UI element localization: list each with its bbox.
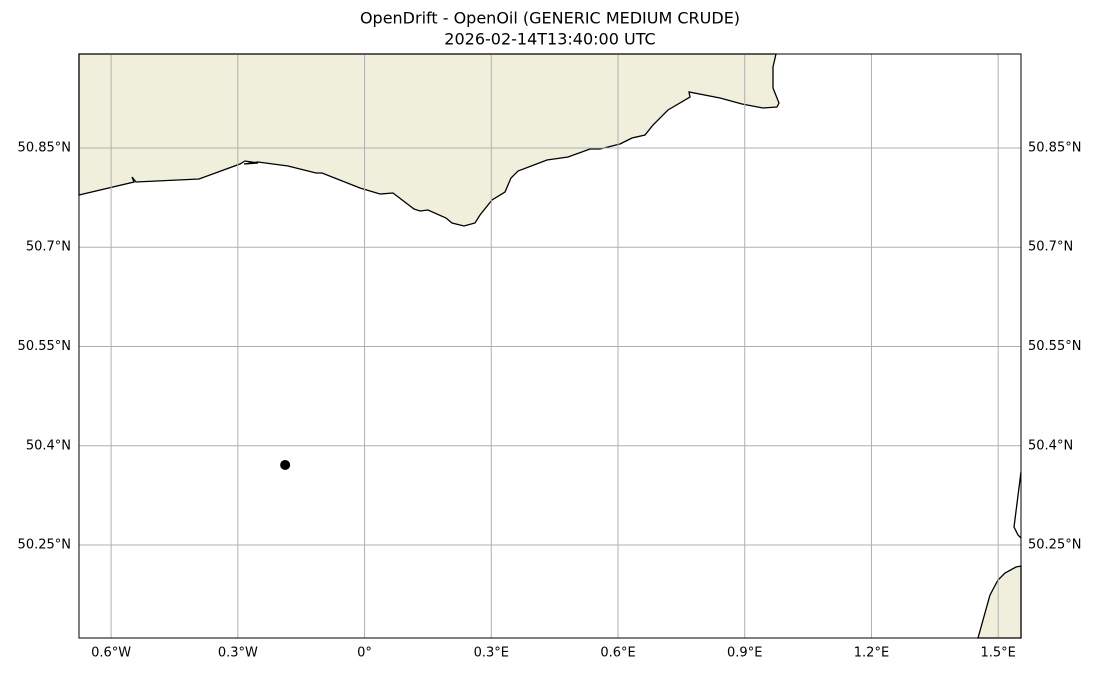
y-tick-label: 50.85°N — [18, 140, 71, 155]
x-tick-label: 0.3°W — [218, 646, 258, 661]
particle — [280, 459, 291, 470]
y-tick-label: 50.25°N — [18, 538, 71, 553]
y-tick-label-right: 50.85°N — [1028, 140, 1081, 155]
map-subtitle: 2026-02-14T13:40:00 UTC — [444, 30, 655, 49]
y-tick-label: 50.55°N — [18, 339, 71, 354]
x-tick-label: 0° — [357, 646, 372, 661]
coast-southeast — [977, 565, 1022, 639]
map-title: OpenDrift - OpenOil (GENERIC MEDIUM CRUD… — [360, 9, 740, 28]
y-tick-label-right: 50.4°N — [1028, 438, 1073, 453]
y-tick-label-right: 50.55°N — [1028, 339, 1081, 354]
y-tick-label-right: 50.7°N — [1028, 240, 1073, 255]
y-tick-label: 50.7°N — [26, 240, 71, 255]
x-tick-label: 0.6°W — [91, 646, 131, 661]
coast-north — [78, 53, 780, 227]
x-tick-label: 0.6°E — [600, 646, 635, 661]
grid — [79, 54, 1021, 638]
land — [78, 53, 1022, 639]
x-tick-label: 1.2°E — [854, 646, 889, 661]
coast-east — [1013, 471, 1022, 539]
x-tick-label: 0.9°E — [727, 646, 762, 661]
y-tick-label-right: 50.25°N — [1028, 538, 1081, 553]
x-tick-label: 1.5°E — [980, 646, 1015, 661]
y-tick-label: 50.4°N — [26, 438, 71, 453]
x-tick-label: 0.3°E — [474, 646, 509, 661]
map-frame — [78, 53, 1022, 639]
